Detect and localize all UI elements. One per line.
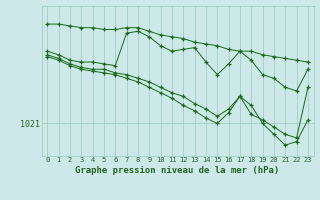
X-axis label: Graphe pression niveau de la mer (hPa): Graphe pression niveau de la mer (hPa): [76, 166, 280, 175]
